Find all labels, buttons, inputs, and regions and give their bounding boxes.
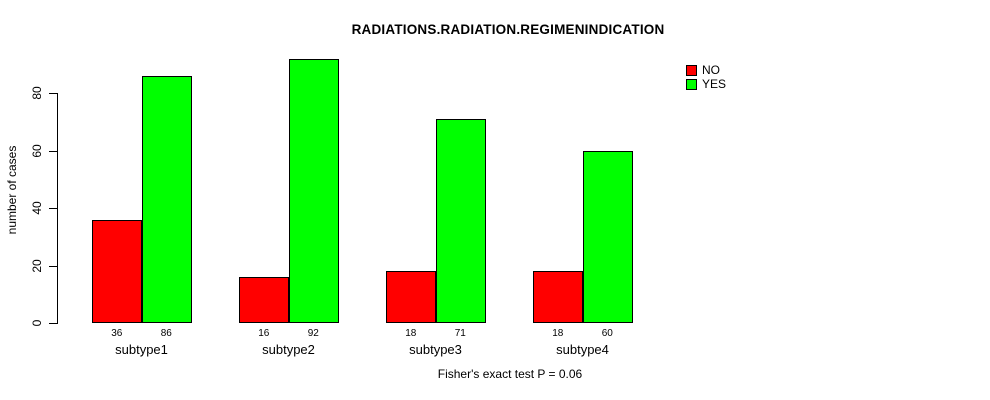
legend-swatch-yes — [686, 78, 697, 90]
y-axis-line — [57, 93, 58, 324]
x-category-label: subtype2 — [262, 342, 315, 357]
x-category-label: subtype3 — [409, 342, 462, 357]
y-tick — [49, 265, 57, 267]
bar-value-label: 71 — [454, 328, 466, 339]
bar-yes-subtype2 — [288, 58, 339, 323]
bar-value-label: 18 — [552, 328, 564, 339]
y-axis-label: number of cases — [5, 145, 19, 235]
legend: NO YES — [686, 63, 726, 91]
y-tick-label: 80 — [30, 86, 44, 100]
y-tick — [49, 150, 57, 152]
bar-no-subtype4 — [533, 271, 583, 323]
bar-value-label: 18 — [405, 328, 417, 339]
y-tick-label: 20 — [30, 258, 44, 273]
legend-label-yes: YES — [702, 77, 727, 91]
bar-yes-subtype3 — [435, 118, 486, 323]
caption: Fisher's exact test P = 0.06 — [437, 367, 583, 381]
bar-value-label: 60 — [601, 328, 613, 339]
y-tick-label: 0 — [30, 319, 44, 327]
y-tick-label: 40 — [30, 201, 44, 215]
y-tick — [49, 93, 57, 94]
bar-value-label: 86 — [160, 328, 172, 339]
y-tick-label: 60 — [30, 143, 44, 158]
y-tick — [49, 208, 57, 209]
bar-value-label: 92 — [307, 328, 319, 339]
bar-yes-subtype1 — [141, 75, 192, 323]
x-category-label: subtype4 — [556, 342, 609, 357]
bar-no-subtype2 — [239, 277, 289, 323]
y-tick — [49, 323, 57, 324]
legend-swatch-no — [686, 64, 697, 76]
legend-item-yes: YES — [686, 77, 726, 91]
bar-no-subtype3 — [386, 271, 436, 323]
bar-no-subtype1 — [92, 219, 142, 323]
chart-title: RADIATIONS.RADIATION.REGIMENINDICATION — [351, 22, 665, 37]
x-category-label: subtype1 — [115, 342, 168, 357]
bar-value-label: 36 — [111, 328, 123, 339]
bar-yes-subtype4 — [582, 150, 633, 323]
legend-item-no: NO — [686, 63, 726, 77]
legend-label-no: NO — [702, 63, 720, 77]
bar-value-label: 16 — [258, 328, 270, 339]
